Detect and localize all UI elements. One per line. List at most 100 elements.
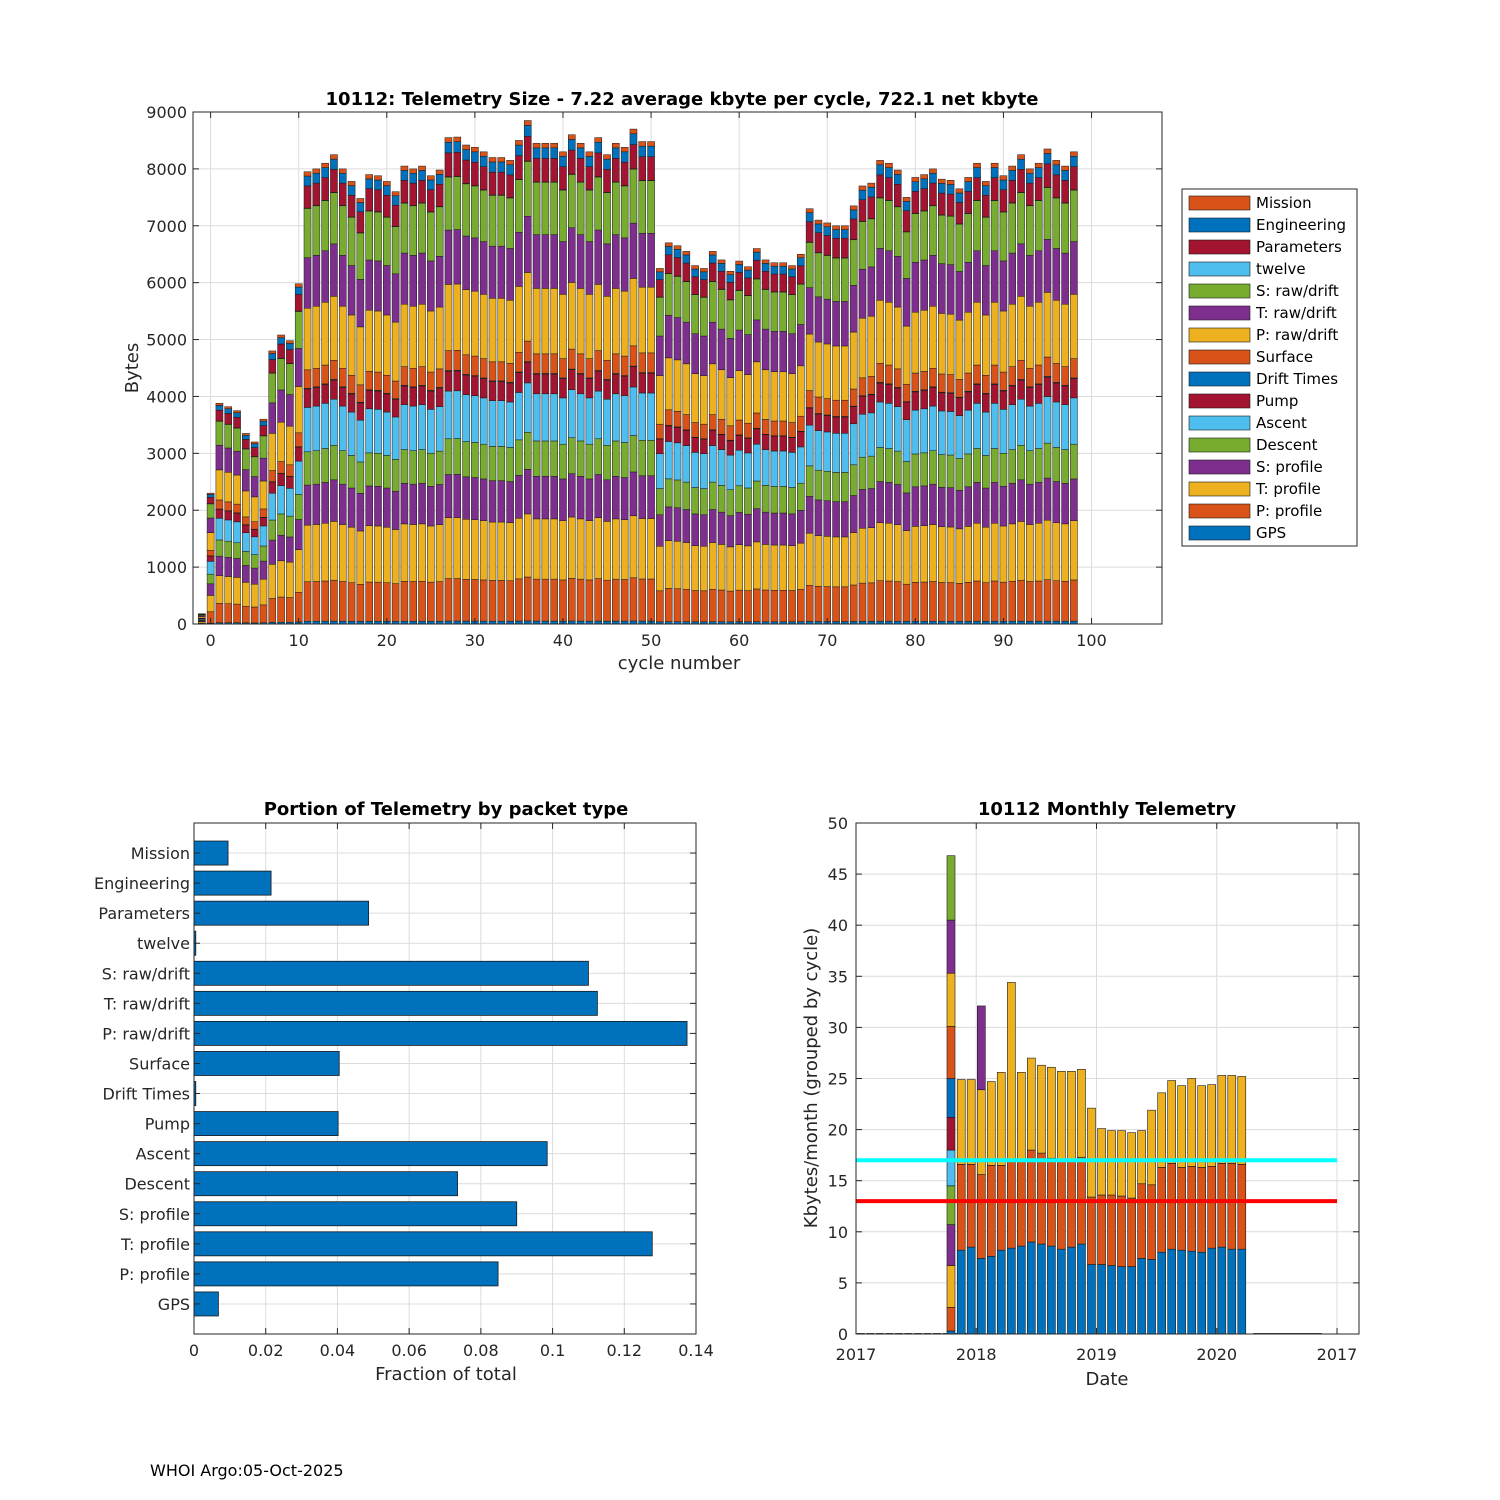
bar-segment-p-raw-drift — [893, 306, 902, 370]
month-segment-engineering — [1047, 1245, 1056, 1335]
bar-segment-p-profile — [638, 578, 647, 622]
bar-segment-pump — [1043, 376, 1052, 397]
bar-segment-t-raw-drift — [559, 241, 567, 295]
bar-segment-t-raw-drift — [224, 447, 233, 473]
bar-segment-pump — [717, 434, 726, 450]
legend-label-t-profile: T: profile — [1255, 480, 1321, 498]
bar-segment-engineering — [920, 178, 928, 189]
bar-segment-surface — [620, 355, 629, 376]
bar-segment-pump — [294, 446, 303, 462]
bar-segment-pump — [735, 435, 743, 451]
bar-segment-p-profile — [409, 581, 418, 622]
bar-segment-descent — [814, 469, 823, 501]
bar-segment-surface — [294, 432, 303, 447]
bar-segment-t-profile — [788, 545, 796, 591]
bar-segment-pump — [929, 387, 937, 407]
portion-axes-frame — [193, 822, 697, 1335]
bar-segment-pump — [911, 391, 920, 411]
bar-segment-t-profile — [973, 522, 981, 582]
bar-segment-surface — [946, 374, 955, 394]
bar-segment-s-raw-drift — [700, 297, 708, 337]
bar-segment-ascent — [955, 415, 964, 459]
bar-segment-t-profile — [885, 522, 893, 582]
bar-segment-mission — [779, 262, 787, 267]
bar-segment-pump — [788, 437, 796, 453]
telemetry-size-chart: 0 10 20 30 40 50 60 70 80 90 100010002000300040005… — [122, 89, 1358, 674]
month-segment-surface — [1207, 1166, 1217, 1249]
bar-segment-t-raw-drift — [744, 334, 752, 375]
bar-segment-p-raw-drift — [277, 421, 285, 462]
month-segment-engineering — [1067, 1246, 1076, 1335]
bar-segment-descent — [515, 439, 523, 476]
bar-segment-t-profile — [453, 517, 462, 579]
bar-segment-parameters — [911, 191, 920, 214]
bar-segment-s-raw-drift — [453, 176, 462, 230]
ytick-label: 15 — [828, 1172, 848, 1191]
bar-segment-engineering — [383, 185, 391, 196]
xtick-label: 80 — [905, 631, 925, 650]
bar-segment-descent — [497, 446, 506, 481]
bar-segment-engineering — [532, 147, 541, 159]
bar-segment-s-profile — [559, 478, 567, 522]
bar-segment-p-profile — [1070, 579, 1078, 622]
bar-segment-descent — [805, 465, 814, 497]
bar-segment-engineering — [515, 144, 523, 156]
bar-segment-s-profile — [964, 486, 972, 527]
bar-segment-t-raw-drift — [603, 243, 611, 297]
bar-segment-s-raw-drift — [805, 242, 814, 288]
bar-segment-s-profile — [761, 511, 770, 545]
bar-segment-mission — [902, 197, 911, 202]
bar-segment-parameters — [1026, 182, 1034, 206]
bar-segment-parameters — [338, 182, 347, 206]
month-segment-t-raw-drift — [946, 919, 956, 974]
legend-swatch-p-raw-drift — [1188, 327, 1251, 343]
bar-segment-engineering — [814, 223, 823, 233]
bar-segment-descent — [294, 494, 303, 520]
bar-segment-parameters — [673, 257, 682, 277]
month-segment-s-profile — [976, 1005, 986, 1091]
bar-segment-pump — [435, 387, 444, 407]
bar-segment-t-raw-drift — [893, 256, 902, 308]
bar-segment-engineering — [559, 156, 567, 167]
bar-segment-pump — [1017, 379, 1025, 400]
category-label-mission: Mission — [131, 844, 190, 863]
bar-segment-mission — [506, 160, 514, 166]
bar-segment-surface — [629, 345, 638, 367]
bar-segment-t-profile — [726, 546, 735, 592]
bar-segment-t-profile — [294, 549, 303, 593]
ytick-label: 9000 — [146, 103, 187, 122]
hbar-p-raw-drift — [193, 1020, 688, 1046]
bar-segment-s-raw-drift — [656, 297, 664, 337]
month-segment-engineering — [986, 1256, 996, 1335]
bar-segment-engineering — [946, 184, 955, 195]
bar-segment-mission — [479, 151, 488, 157]
bar-segment-p-profile — [823, 586, 832, 622]
bar-segment-engineering — [286, 343, 294, 350]
bar-segment-p-raw-drift — [453, 283, 462, 351]
bar-segment-parameters — [937, 192, 946, 216]
bar-segment-engineering — [1061, 170, 1069, 181]
bar-segment-s-raw-drift — [726, 299, 735, 339]
bar-segment-pump — [383, 393, 391, 413]
bar-segment-t-raw-drift — [1052, 248, 1061, 301]
bar-segment-surface — [744, 422, 752, 439]
bar-segment-descent — [312, 450, 321, 485]
xtick-label: 70 — [817, 631, 837, 650]
bar-segment-s-profile — [1061, 483, 1069, 525]
month-segment-engineering — [1087, 1264, 1096, 1335]
bar-segment-p-profile — [620, 579, 629, 622]
bar-segment-ascent — [427, 409, 435, 454]
bar-segment-engineering — [691, 268, 699, 278]
bar-segment-ascent — [435, 406, 444, 452]
bar-segment-t-profile — [585, 520, 594, 581]
bar-segment-t-raw-drift — [550, 234, 558, 289]
bar-segment-engineering — [753, 251, 761, 261]
bar-segment-ascent — [893, 406, 902, 452]
xtick-label: 2018 — [956, 1345, 997, 1364]
bar-segment-engineering — [620, 151, 629, 163]
bar-segment-engineering — [1070, 156, 1078, 167]
bar-segment-engineering — [638, 145, 647, 157]
bar-segment-descent — [206, 573, 215, 585]
bar-segment-parameters — [532, 158, 541, 183]
bar-segment-engineering — [761, 263, 770, 272]
